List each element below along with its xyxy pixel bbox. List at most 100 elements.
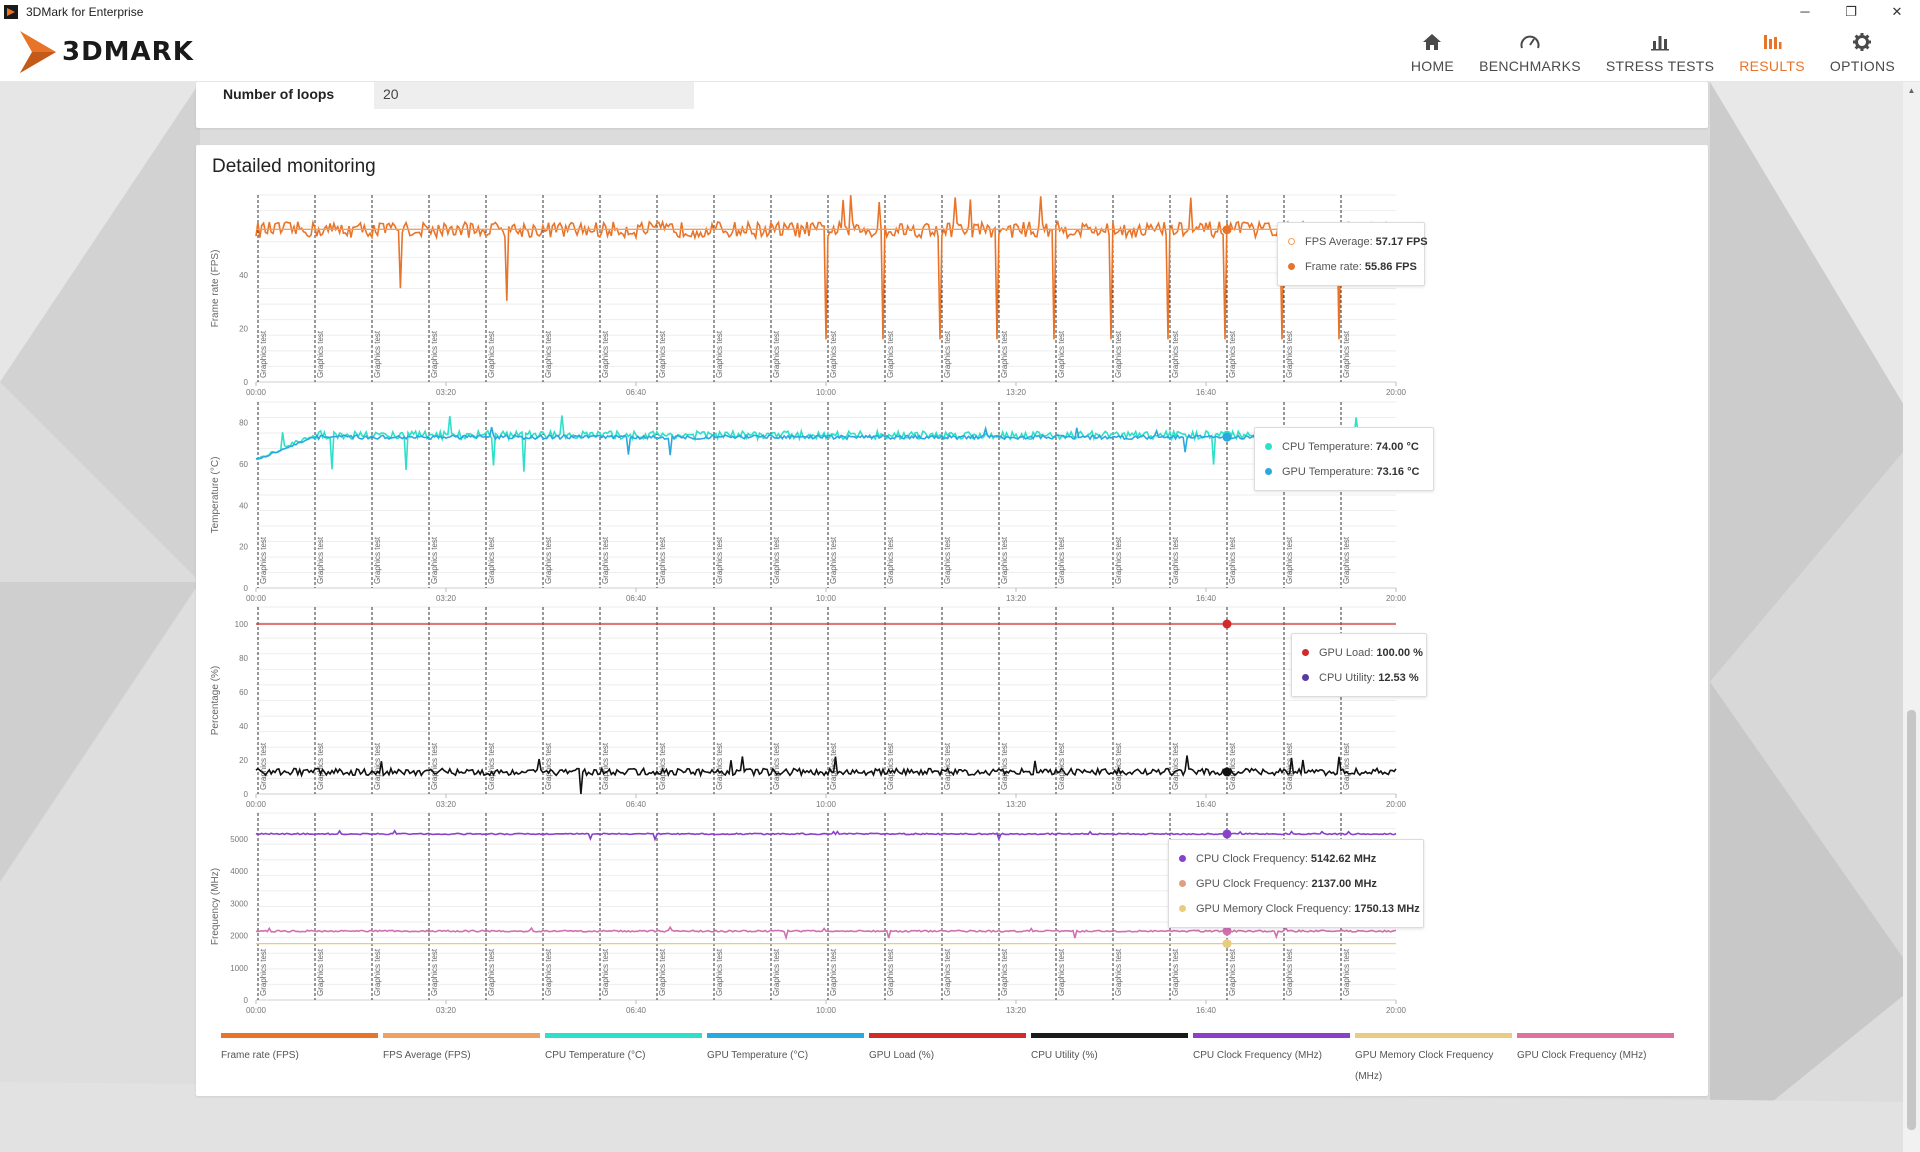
graphics-test-label: Graphics test [373,330,382,378]
graphics-test-label: Graphics test [886,536,895,584]
tooltip-row: CPU Temperature: 74.00 °C [1265,434,1423,459]
graphics-test-label: Graphics test [943,948,952,996]
legend-label: GPU Temperature (°C) [707,1050,809,1061]
scroll-up-arrow-icon[interactable]: ▲ [1907,86,1916,95]
nav-home[interactable]: HOME [1411,23,1454,82]
series-line [255,425,1397,460]
legend-swatch [869,1033,1026,1038]
x-tick-label: 03:20 [436,1006,457,1015]
legend-item[interactable]: CPU Clock Frequency (MHz) [1193,1033,1350,1066]
cpu-clock-dot [1179,855,1186,862]
monitoring-charts[interactable]: 0 20 40 Frame rate (FPS) 00:00 03:20 06:40 10:0… [196,145,1708,1025]
3dmark-logo[interactable]: 3DMARK [18,29,194,75]
home-icon [1423,33,1442,50]
graphics-test-label: Graphics test [715,536,724,584]
legend-swatch [707,1033,864,1038]
graphics-test-label: Graphics test [601,330,610,378]
x-tick-label: 20:00 [1386,594,1407,603]
nav-results[interactable]: RESULTS [1739,23,1805,82]
x-tick-label: 06:40 [626,388,647,397]
legend-item[interactable]: GPU Memory Clock Frequency (MHz) [1355,1033,1512,1087]
scroll-thumb[interactable] [1907,710,1916,1130]
y-tick-label: 0 [244,996,249,1005]
legend-item[interactable]: GPU Clock Frequency (MHz) [1517,1033,1674,1066]
tooltip-row: FPS Average: 57.17 FPS [1288,229,1428,254]
temperature-tooltip: CPU Temperature: 74.00 °C GPU Temperature… [1254,427,1434,491]
main-nav: HOME BENCHMARKS STRESS TESTS [1411,23,1920,82]
x-tick-label: 06:40 [626,800,647,809]
graphics-test-label: Graphics test [886,948,895,996]
graphics-test-label: Graphics test [544,330,553,378]
graphics-test-label: Graphics test [943,330,952,378]
tooltip-row: GPU Load: 100.00 % [1302,640,1423,665]
x-tick-label: 06:40 [626,1006,647,1015]
x-tick-label: 10:00 [816,388,837,397]
tooltip-value: 74.00 °C [1375,440,1419,453]
graphics-test-label: Graphics test [601,948,610,996]
x-tick-label: 10:00 [816,1006,837,1015]
nav-options[interactable]: OPTIONS [1830,23,1895,82]
graphics-test-label: Graphics test [1342,330,1351,378]
graphics-test-label: Graphics test [772,536,781,584]
legend-item[interactable]: CPU Utility (%) [1031,1033,1188,1066]
app-icon [4,4,18,19]
graphics-test-label: Graphics test [487,742,496,790]
graphics-test-label: Graphics test [1000,948,1009,996]
tooltip-value: 2137.00 MHz [1311,877,1377,890]
graphics-test-label: Graphics test [1057,948,1066,996]
legend-item[interactable]: CPU Temperature (°C) [545,1033,702,1066]
graphics-test-label: Graphics test [1171,330,1180,378]
y-axis-label: Temperature (°C) [210,457,221,534]
frame-rate-dot [1288,263,1295,270]
graphics-test-label: Graphics test [1285,948,1294,996]
legend-item[interactable]: GPU Load (%) [869,1033,1026,1066]
y-tick-label: 80 [239,654,248,663]
graphics-test-label: Graphics test [772,330,781,378]
tooltip-label: GPU Temperature: [1282,465,1374,478]
legend-item[interactable]: FPS Average (FPS) [383,1033,540,1066]
maximize-button[interactable]: ❐ [1845,3,1857,19]
graphics-test-label: Graphics test [658,742,667,790]
tooltip-value: 55.86 FPS [1364,260,1417,273]
minimize-button[interactable]: ─ [1800,4,1810,19]
legend-label: GPU Clock Frequency (MHz) [1517,1050,1647,1061]
graphics-test-label: Graphics test [601,742,610,790]
nav-results-label: RESULTS [1739,57,1805,74]
graphics-test-label: Graphics test [829,742,838,790]
series-line [255,829,1397,842]
legend-item[interactable]: GPU Temperature (°C) [707,1033,864,1066]
graphics-test-label: Graphics test [1228,948,1237,996]
graphics-test-label: Graphics test [373,742,382,790]
legend-swatch [1517,1033,1674,1038]
logo-chevron-icon [20,31,56,73]
graphics-test-label: Graphics test [1114,742,1123,790]
close-button[interactable]: ✕ [1891,3,1903,19]
x-tick-label: 10:00 [816,800,837,809]
graphics-test-label: Graphics test [487,330,496,378]
graphics-test-label: Graphics test [1228,536,1237,584]
tooltip-row: Frame rate: 55.86 FPS [1288,254,1417,279]
hover-point [1222,829,1232,839]
nav-stress-tests[interactable]: STRESS TESTS [1606,23,1714,82]
vertical-scrollbar[interactable]: ▲ [1903,82,1920,1152]
graphics-test-label: Graphics test [886,742,895,790]
series-line [255,415,1397,472]
nav-options-label: OPTIONS [1829,57,1895,74]
nav-benchmarks[interactable]: BENCHMARKS [1479,23,1581,82]
hover-point [1222,225,1232,235]
graphics-test-label: Graphics test [1057,536,1066,584]
tooltip-label: FPS Average: [1305,235,1373,248]
x-tick-label: 13:20 [1006,1006,1027,1015]
x-tick-label: 13:20 [1006,388,1027,397]
legend-swatch [383,1033,540,1038]
legend-swatch [545,1033,702,1038]
legend-item[interactable]: Frame rate (FPS) [221,1033,378,1066]
graphics-test-label: Graphics test [1000,330,1009,378]
graphics-test-label: Graphics test [259,330,268,378]
graphics-test-label: Graphics test [1171,536,1180,584]
y-tick-label: 3000 [230,899,248,908]
y-tick-label: 60 [239,688,248,697]
graphics-test-label: Graphics test [1057,742,1066,790]
tooltip-row: GPU Clock Frequency: 2137.00 MHz [1179,871,1413,896]
y-tick-label: 1000 [230,964,248,973]
